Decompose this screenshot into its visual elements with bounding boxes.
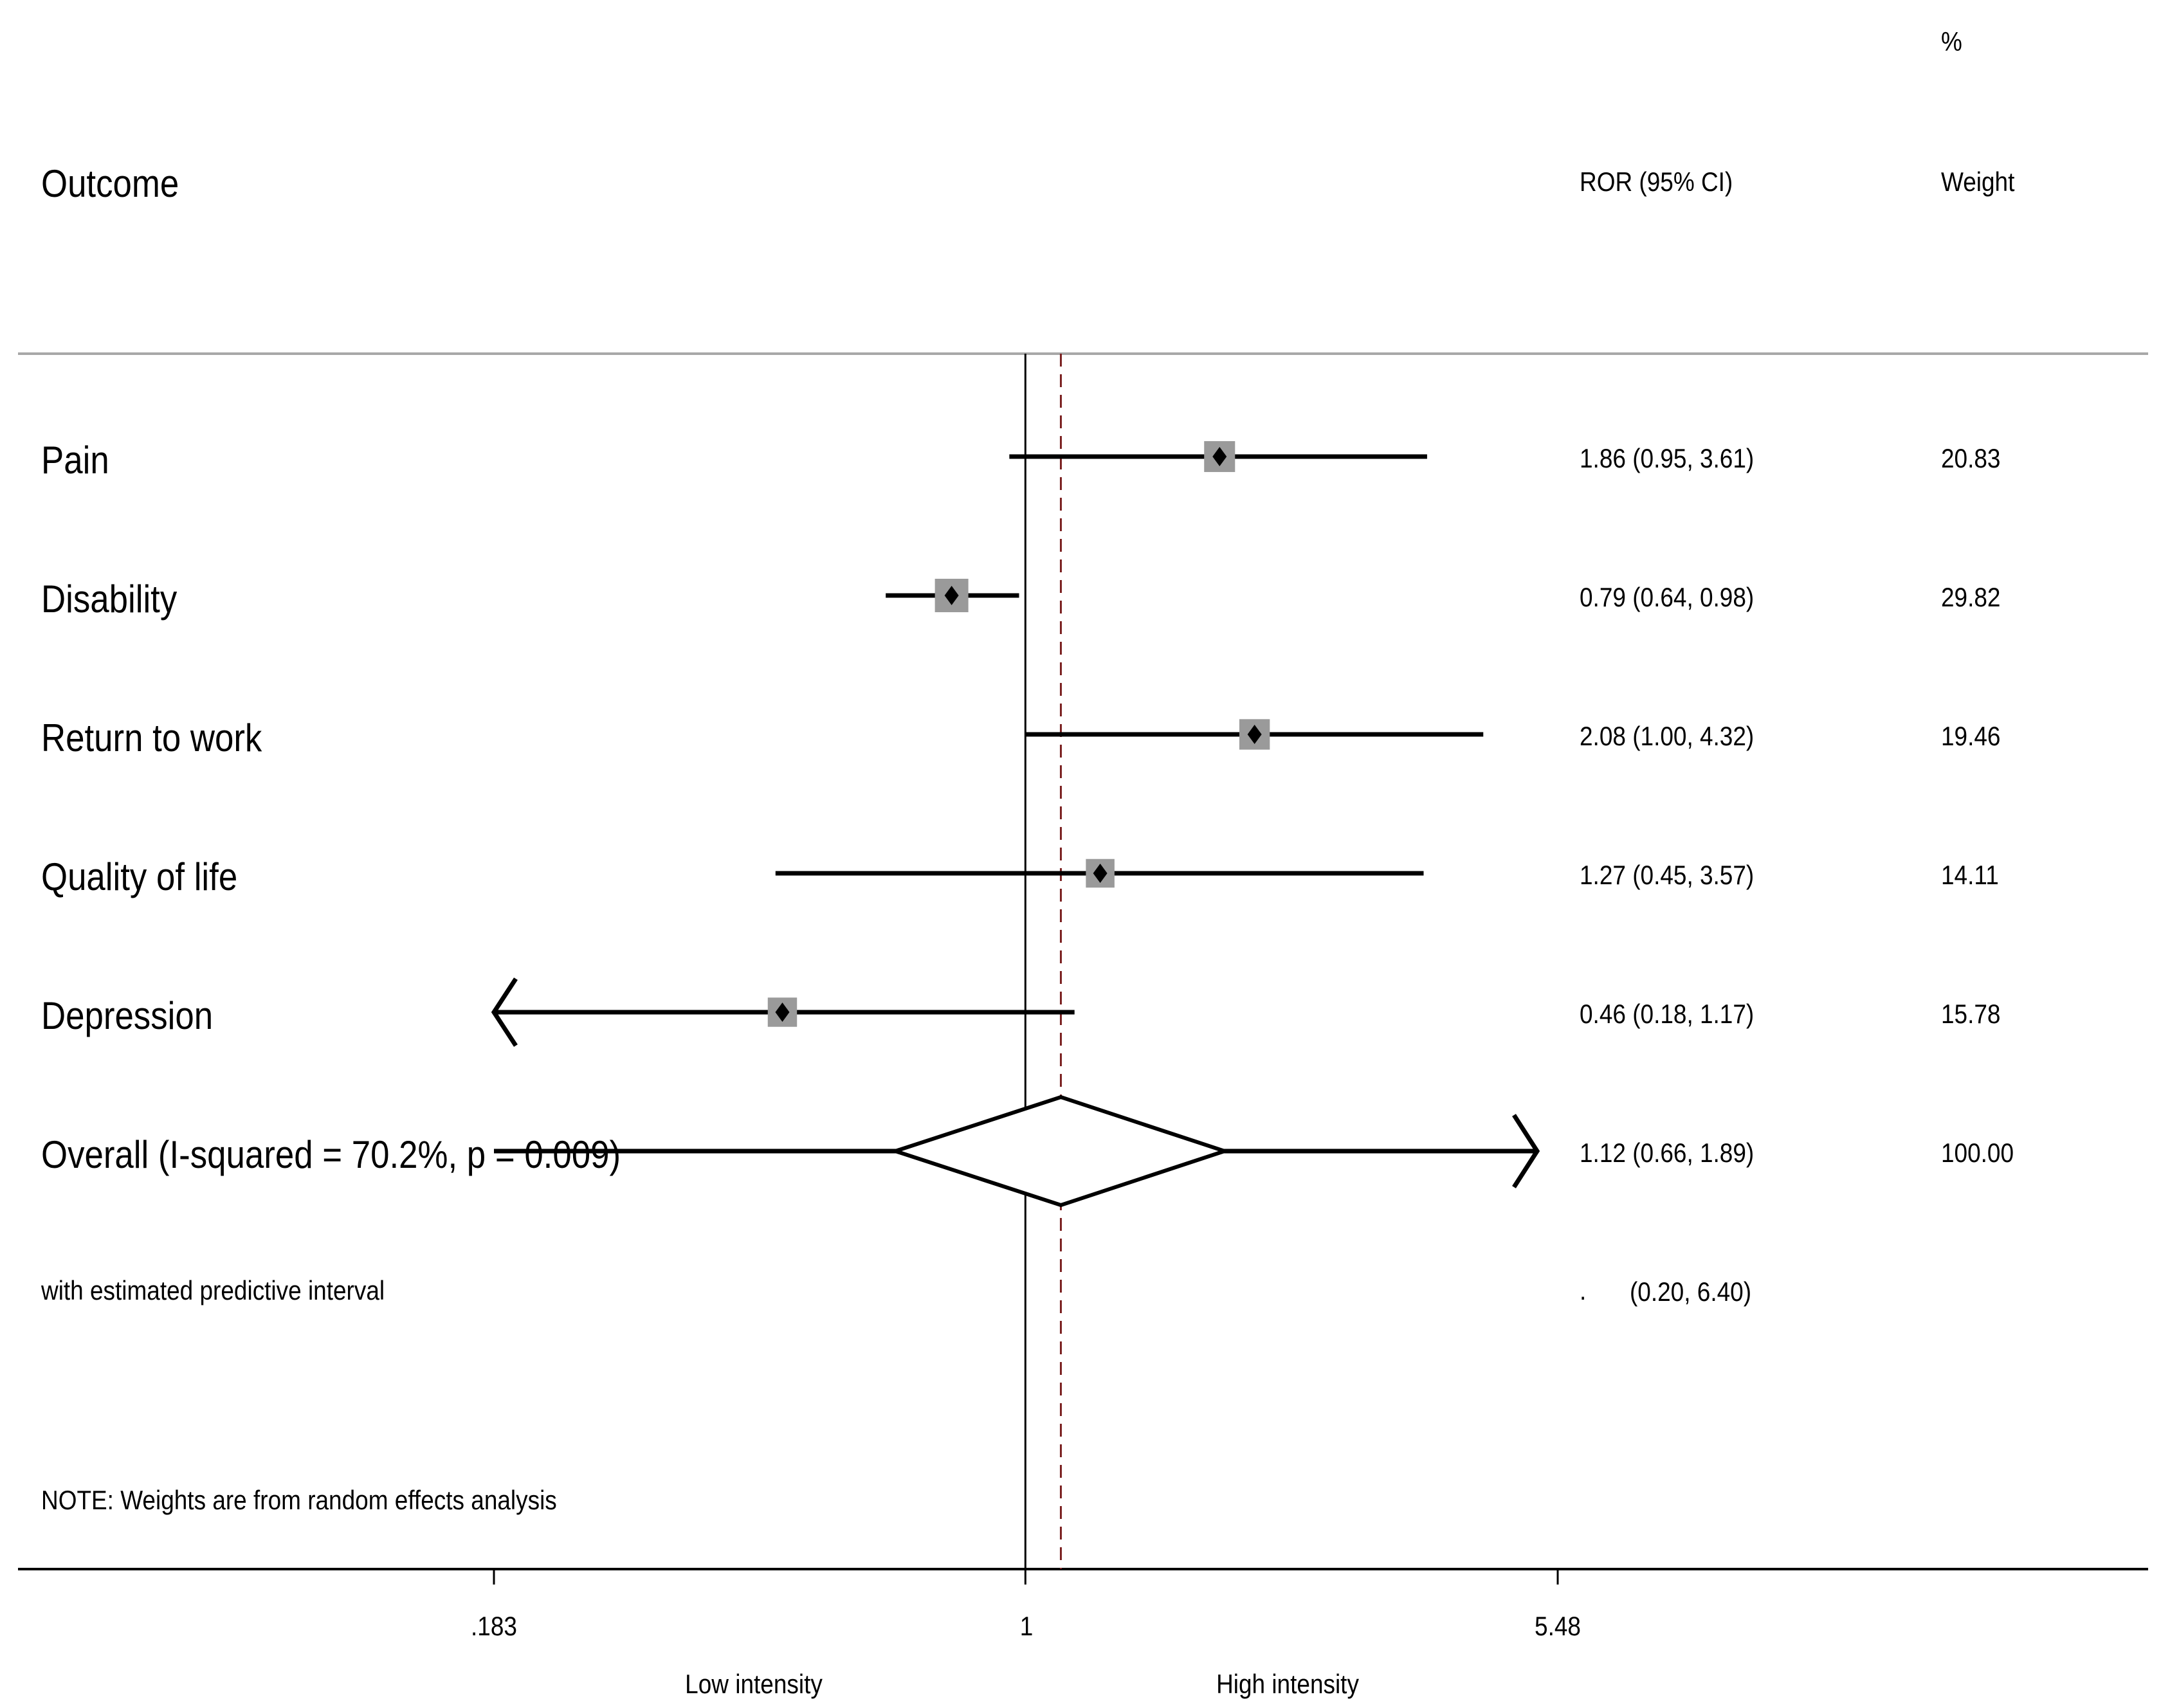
row-weight-pain: 20.83 [1941, 443, 2001, 473]
point-estimate-quality-of-life [1093, 864, 1108, 883]
predictive-dot: . [1580, 1275, 1587, 1305]
row-label-depression: Depression [41, 994, 214, 1037]
point-estimate-return-to-work [1247, 725, 1262, 744]
row-ror-quality-of-life: 1.27 (0.45, 3.57) [1580, 860, 1755, 890]
row-ror-disability: 0.79 (0.64, 0.98) [1580, 582, 1755, 612]
axis-tick-label-low: .183 [471, 1611, 517, 1641]
axis-tick-label-high: 5.48 [1535, 1611, 1581, 1641]
row-label-disability: Disability [41, 577, 178, 621]
point-estimate-pain [1212, 447, 1227, 466]
point-estimate-disability [944, 586, 959, 605]
overall-weight: 100.00 [1941, 1138, 2014, 1168]
prediction-interval-arrow-right [1512, 1114, 1540, 1188]
row-ror-depression: 0.46 (0.18, 1.17) [1580, 999, 1755, 1029]
overall-label: Overall (I-squared = 70.2%, p = 0.009) [41, 1133, 621, 1176]
row-label-return-to-work: Return to work [41, 716, 262, 759]
row-weight-depression: 15.78 [1941, 999, 2001, 1029]
predictive-ci: (0.20, 6.40) [1630, 1276, 1752, 1307]
row-weight-disability: 29.82 [1941, 582, 2001, 612]
axis-label-low-intensity: Low intensity [685, 1669, 823, 1699]
axis-tick-label-null: 1 [1019, 1611, 1034, 1641]
pooled-diamond [889, 1095, 1231, 1208]
weight-column-header: Weight [1941, 167, 2015, 197]
row-weight-quality-of-life: 14.11 [1941, 860, 1999, 890]
ror-column-header: ROR (95% CI) [1580, 167, 1733, 197]
predictive-interval-label: with estimated predictive interval [41, 1275, 385, 1305]
ci-arrow-depression [491, 977, 518, 1047]
row-label-quality-of-life: Quality of life [41, 855, 238, 898]
row-ror-pain: 1.86 (0.95, 3.61) [1580, 443, 1755, 473]
row-label-pain: Pain [41, 439, 109, 482]
axis-label-high-intensity: High intensity [1216, 1669, 1359, 1699]
weight-percent-header: % [1941, 26, 1962, 57]
outcome-column-header: Outcome [41, 162, 179, 205]
row-weight-return-to-work: 19.46 [1941, 721, 2001, 751]
row-ror-return-to-work: 2.08 (1.00, 4.32) [1580, 721, 1755, 751]
overall-ror: 1.12 (0.66, 1.89) [1580, 1138, 1755, 1168]
weights-note: NOTE: Weights are from random effects an… [41, 1485, 557, 1515]
point-estimate-depression [775, 1003, 790, 1022]
